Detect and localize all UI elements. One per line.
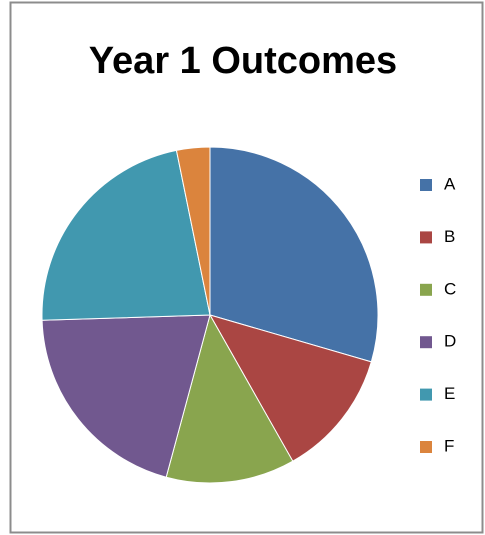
pie-slice [165, 313, 294, 484]
legend-swatch [420, 179, 432, 191]
legend-swatch [420, 388, 432, 401]
pie-slice [41, 314, 211, 478]
legend-label: C [444, 279, 456, 298]
pie-slice [209, 146, 379, 363]
legend-swatch [420, 283, 432, 296]
pie-slice [208, 314, 372, 462]
chart-title: Year 1 Outcomes [89, 40, 397, 82]
legend-label: E [444, 384, 455, 403]
legend-label: A [444, 174, 456, 193]
legend-swatch [420, 441, 432, 453]
legend-label: F [444, 436, 454, 455]
legend-swatch [420, 231, 432, 244]
pie-slice [175, 146, 211, 316]
legend-swatch [420, 336, 432, 349]
pie-slice [41, 149, 211, 321]
legend-label: D [444, 332, 456, 351]
legend-label: B [444, 227, 455, 246]
